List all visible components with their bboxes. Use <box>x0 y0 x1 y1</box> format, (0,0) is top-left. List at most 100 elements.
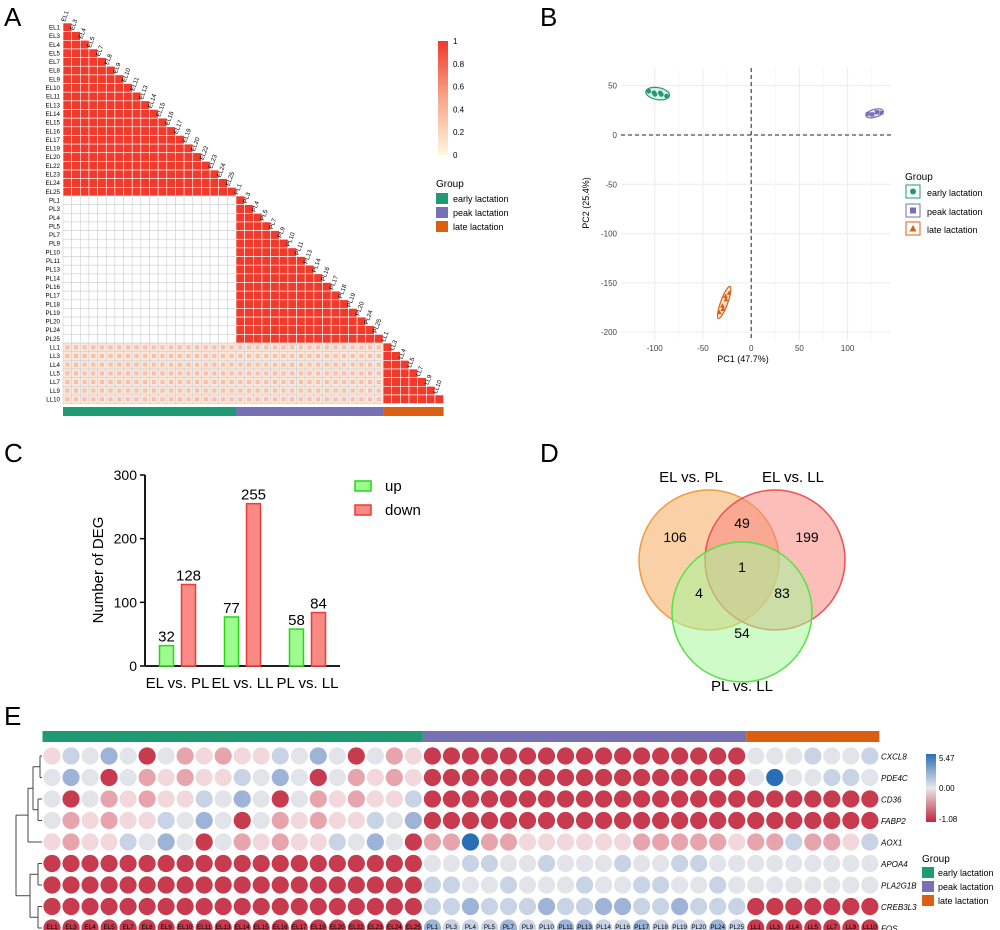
heat-dot <box>652 854 670 873</box>
heat-dot <box>347 790 365 808</box>
corr-cell-marker <box>177 345 182 350</box>
corr-cell <box>209 221 220 231</box>
corr-cell <box>270 238 280 249</box>
heat-dot <box>119 747 137 765</box>
corr-cell <box>88 57 98 67</box>
heat-dot <box>823 833 841 851</box>
corr-cell <box>244 247 254 257</box>
venn-count-all: 1 <box>738 559 746 575</box>
corr-cell <box>175 299 185 309</box>
heat-dot <box>385 897 403 916</box>
corr-cell-marker <box>324 345 329 350</box>
heat-dot <box>861 919 879 930</box>
corr-cell-marker <box>272 380 277 384</box>
corr-cell <box>166 221 176 231</box>
corr-cell <box>80 143 90 154</box>
corr-cell <box>261 264 271 275</box>
corr-cell <box>131 117 142 128</box>
corr-cell <box>114 135 124 145</box>
corr-cell <box>88 74 98 84</box>
corr-cell <box>157 290 168 301</box>
corr-cell <box>88 195 98 205</box>
corr-cell <box>175 169 185 180</box>
corr-cell-marker <box>255 388 260 393</box>
row-label: LL4 <box>50 362 61 369</box>
corr-cell-marker <box>264 371 269 376</box>
heat-dot <box>271 919 289 930</box>
corr-cell <box>114 316 124 327</box>
corr-cell <box>71 74 81 84</box>
heat-dot <box>366 768 384 787</box>
heat-dot <box>575 919 594 930</box>
corr-cell <box>270 334 280 344</box>
heat-dot <box>823 790 841 808</box>
heat-dot <box>633 876 651 894</box>
corr-cell <box>114 221 124 231</box>
heat-dot <box>347 747 365 765</box>
pca-ellipse-early <box>645 86 671 101</box>
corr-cell <box>382 377 392 387</box>
corr-cell <box>183 282 194 292</box>
heat-dot <box>461 876 480 894</box>
heat-dot <box>823 747 841 765</box>
corr-cell <box>209 282 220 292</box>
diag-label: EL8 <box>104 53 115 66</box>
diag-label: PL20 <box>354 300 366 316</box>
corr-cell <box>149 316 159 327</box>
corr-cell <box>62 334 72 344</box>
corr-cell <box>183 264 194 275</box>
corr-cell <box>209 213 220 223</box>
corr-cell <box>80 299 90 309</box>
corr-cell-marker <box>342 397 347 402</box>
corr-cell-marker <box>151 388 156 393</box>
corr-cell <box>114 290 124 301</box>
heat-dot <box>290 768 308 787</box>
corr-cell <box>71 273 81 283</box>
corr-cell-marker <box>272 362 277 367</box>
corr-cell <box>304 299 315 309</box>
heat-dot <box>328 790 346 808</box>
corr-cell <box>97 230 107 240</box>
corr-cell <box>123 299 133 309</box>
corr-cell <box>80 161 90 171</box>
corr-cell-marker <box>350 388 355 393</box>
heat-dot <box>766 876 784 894</box>
heat-dot <box>633 854 651 873</box>
heat-dot <box>537 897 556 916</box>
corr-cell <box>149 325 159 335</box>
heat-dot <box>290 833 308 851</box>
heat-dot <box>138 747 156 765</box>
corr-cell <box>157 273 168 283</box>
corr-cell <box>97 169 107 180</box>
row-label: EL24 <box>46 180 61 187</box>
corr-cell <box>71 256 81 266</box>
corr-cell <box>253 299 263 309</box>
heat-dot <box>785 897 803 916</box>
heat-dot <box>690 768 708 787</box>
corr-cell <box>209 299 220 309</box>
row-label: PL16 <box>46 284 61 291</box>
heat-dot <box>671 854 689 873</box>
corr-cell-marker <box>229 397 234 402</box>
group-legend-title-a: Group <box>436 179 464 190</box>
corr-cell <box>140 299 150 309</box>
heat-dot <box>461 854 480 873</box>
corr-cell <box>183 161 194 171</box>
corr-cell <box>183 325 194 335</box>
corr-cell <box>175 204 185 214</box>
corr-cell-marker <box>177 397 182 402</box>
corr-cell <box>227 238 237 249</box>
corr-cell-marker <box>247 380 251 384</box>
heat-dot <box>195 747 213 765</box>
legend-label-late-a: late lactation <box>453 222 504 232</box>
corr-cell <box>261 273 271 283</box>
corr-cell <box>71 187 81 197</box>
corr-cell <box>80 135 90 145</box>
corr-cell <box>131 230 142 240</box>
heat-dot <box>423 768 441 787</box>
corr-cell-marker <box>324 354 329 358</box>
corr-cell <box>131 238 142 249</box>
colorbar-tick-label: 0.6 <box>453 83 465 92</box>
deg-ytick-label: 100 <box>114 594 138 610</box>
heat-dot <box>385 790 403 808</box>
